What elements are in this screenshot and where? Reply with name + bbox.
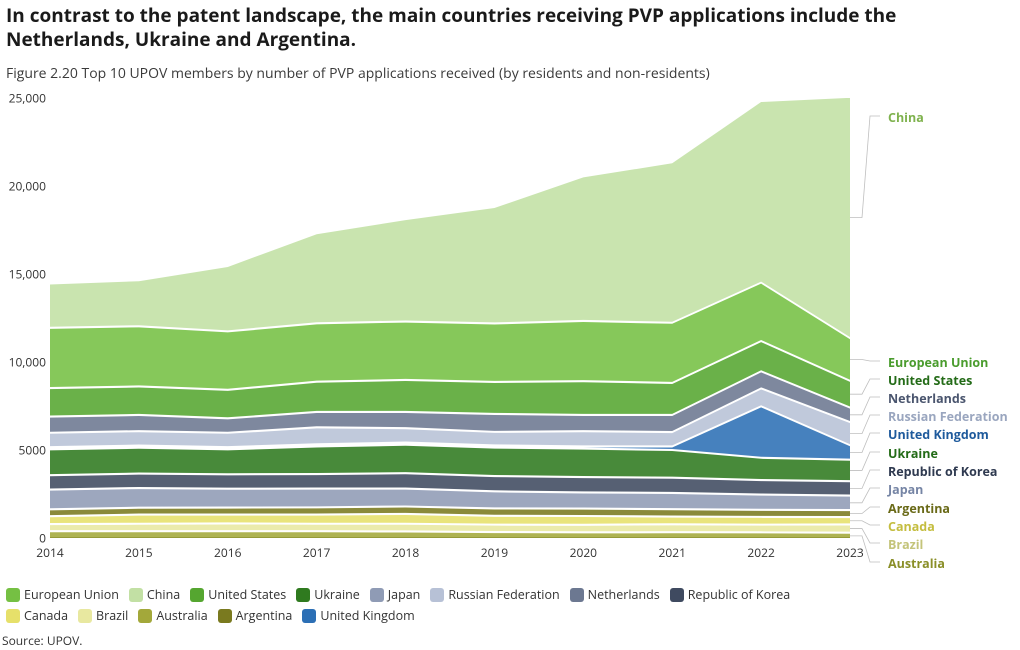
x-tick: 2021 bbox=[658, 544, 685, 561]
legend-label: Republic of Korea bbox=[688, 586, 790, 603]
legend-label: Canada bbox=[24, 607, 68, 624]
y-tick: 15,000 bbox=[9, 266, 46, 283]
legend-label: European Union bbox=[24, 586, 119, 603]
legend-label: United Kingdom bbox=[320, 607, 414, 624]
y-tick: 25,000 bbox=[9, 90, 46, 107]
legend-swatch bbox=[670, 588, 684, 602]
legend-label: United States bbox=[208, 586, 286, 603]
legend-label: China bbox=[147, 586, 180, 603]
y-tick: 20,000 bbox=[9, 178, 46, 195]
source-text: Source: UPOV. bbox=[2, 632, 82, 649]
x-tick: 2014 bbox=[36, 544, 63, 561]
x-tick: 2015 bbox=[125, 544, 152, 561]
legend-swatch bbox=[570, 588, 584, 602]
legend-item: Netherlands bbox=[570, 586, 660, 603]
series-label: Brazil bbox=[888, 536, 923, 553]
legend-swatch bbox=[129, 588, 143, 602]
series-label: China bbox=[888, 109, 924, 126]
x-tick: 2017 bbox=[303, 544, 330, 561]
x-axis: 2014201520162017201820192020202120222023 bbox=[50, 540, 850, 560]
legend-item: Japan bbox=[370, 586, 421, 603]
legend-item: Argentina bbox=[218, 607, 293, 624]
legend-swatch bbox=[218, 609, 232, 623]
legend-item: European Union bbox=[6, 586, 119, 603]
legend-item: Russian Federation bbox=[430, 586, 559, 603]
series-label: European Union bbox=[888, 354, 988, 371]
series-label: Japan bbox=[888, 481, 923, 498]
series-australia bbox=[50, 532, 850, 538]
legend-item: China bbox=[129, 586, 180, 603]
series-label: Russian Federation bbox=[888, 408, 1008, 425]
x-tick: 2018 bbox=[392, 544, 419, 561]
legend-swatch bbox=[6, 609, 20, 623]
series-label: Argentina bbox=[888, 500, 950, 517]
chart: 0500010,00015,00020,00025,000 ChinaEurop… bbox=[0, 98, 1020, 578]
legend-swatch bbox=[6, 588, 20, 602]
series-label: Australia bbox=[888, 555, 945, 572]
series-label: Ukraine bbox=[888, 445, 938, 462]
right-labels: China European UnionUnited StatesNetherla… bbox=[855, 98, 1015, 538]
legend-item: United Kingdom bbox=[302, 607, 414, 624]
series-label: United States bbox=[888, 372, 972, 389]
legend-swatch bbox=[370, 588, 384, 602]
legend-label: Australia bbox=[156, 607, 207, 624]
x-tick: 2019 bbox=[481, 544, 508, 561]
legend-swatch bbox=[138, 609, 152, 623]
figure-caption: Figure 2.20 Top 10 UPOV members by numbe… bbox=[0, 52, 1020, 83]
legend-item: Republic of Korea bbox=[670, 586, 790, 603]
series-label: Republic of Korea bbox=[888, 463, 997, 480]
series-label: Netherlands bbox=[888, 390, 966, 407]
x-tick: 2020 bbox=[570, 544, 597, 561]
series-brazil bbox=[50, 524, 850, 531]
legend-label: Netherlands bbox=[588, 586, 660, 603]
legend-label: Argentina bbox=[236, 607, 293, 624]
legend-item: Ukraine bbox=[296, 586, 360, 603]
legend-swatch bbox=[296, 588, 310, 602]
page-title: In contrast to the patent landscape, the… bbox=[0, 0, 1020, 52]
series-label: United Kingdom bbox=[888, 426, 989, 443]
plot-area bbox=[50, 98, 850, 538]
y-axis: 0500010,00015,00020,00025,000 bbox=[0, 98, 50, 538]
stream-svg bbox=[50, 98, 850, 538]
legend-item: Australia bbox=[138, 607, 207, 624]
series-label: Canada bbox=[888, 518, 935, 535]
legend-label: Russian Federation bbox=[448, 586, 559, 603]
legend-swatch bbox=[78, 609, 92, 623]
legend-item: United States bbox=[190, 586, 286, 603]
legend: European Union China United States Ukraine J… bbox=[0, 580, 860, 624]
x-tick: 2023 bbox=[836, 544, 863, 561]
legend-label: Ukraine bbox=[314, 586, 360, 603]
legend-swatch bbox=[190, 588, 204, 602]
legend-item: Canada bbox=[6, 607, 68, 624]
series-canada bbox=[50, 515, 850, 524]
legend-label: Japan bbox=[388, 586, 421, 603]
x-tick: 2022 bbox=[747, 544, 774, 561]
series-argentina bbox=[50, 508, 850, 516]
y-tick: 10,000 bbox=[9, 354, 46, 371]
legend-swatch bbox=[430, 588, 444, 602]
y-tick: 5000 bbox=[19, 442, 46, 459]
legend-swatch bbox=[302, 609, 316, 623]
legend-item: Brazil bbox=[78, 607, 128, 624]
x-tick: 2016 bbox=[214, 544, 241, 561]
legend-label: Brazil bbox=[96, 607, 128, 624]
